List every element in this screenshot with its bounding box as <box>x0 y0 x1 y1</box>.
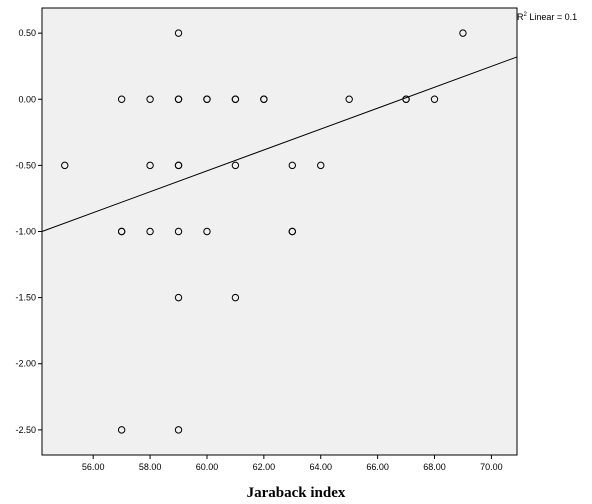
scatter-point <box>174 227 183 236</box>
scatter-point <box>117 95 126 103</box>
scatter-point <box>174 29 183 37</box>
scatter-point <box>146 227 154 236</box>
scatter-point <box>146 95 154 103</box>
scatter-point <box>430 95 439 103</box>
scatter-point <box>117 227 126 236</box>
x-tick-label: 64.00 <box>309 462 332 472</box>
scatter-point <box>459 29 467 37</box>
scatter-point <box>231 95 240 103</box>
x-tick-label: 66.00 <box>366 462 389 472</box>
y-axis: 0.50 0.00 -0.50 -1.00 -1.50 -2.00 -2.50 <box>15 28 42 435</box>
y-tick-label: -0.50 <box>15 160 36 170</box>
scatter-point <box>174 161 183 170</box>
y-tick-label: 0.50 <box>18 28 36 38</box>
y-tick-label: 0.00 <box>18 94 36 104</box>
scatter-point <box>231 161 240 170</box>
linear-fit-line <box>41 56 518 232</box>
scatter-point <box>260 95 268 103</box>
x-tick-label: 56.00 <box>82 462 105 472</box>
scatter-point <box>117 426 126 434</box>
scatter-point <box>231 293 240 302</box>
scatter-point <box>203 227 211 236</box>
scatter-point <box>288 227 296 236</box>
x-tick-label: 60.00 <box>196 462 219 472</box>
scatter-point <box>288 161 296 170</box>
x-axis: 56.00 58.00 60.00 62.00 64.00 66.00 68.00 70.00 <box>82 455 503 472</box>
scatter-point <box>203 95 211 103</box>
scatter-point <box>174 293 183 302</box>
points-layer <box>61 29 467 434</box>
y-tick-label: -1.00 <box>15 227 36 237</box>
x-tick-label: 70.00 <box>480 462 503 472</box>
scatter-point <box>174 95 183 103</box>
x-axis-title: Jaraback index <box>247 485 346 501</box>
x-tick-label: 58.00 <box>139 462 162 472</box>
fit-line-label: R2 Linear = 0.1 <box>517 12 577 22</box>
scatter-point <box>345 95 353 103</box>
scatter-point <box>61 161 69 170</box>
plot-area <box>41 7 518 456</box>
scatter-point <box>402 95 410 103</box>
scatter-point <box>317 161 325 170</box>
y-tick-label: -2.50 <box>15 425 36 435</box>
fit-line-layer <box>41 56 518 232</box>
x-tick-label: 62.00 <box>253 462 276 472</box>
scatter-point <box>146 161 154 170</box>
y-tick-label: -2.00 <box>15 359 36 369</box>
scatter-point <box>174 426 183 434</box>
x-tick-label: 68.00 <box>423 462 446 472</box>
y-tick-label: -1.50 <box>15 293 36 303</box>
